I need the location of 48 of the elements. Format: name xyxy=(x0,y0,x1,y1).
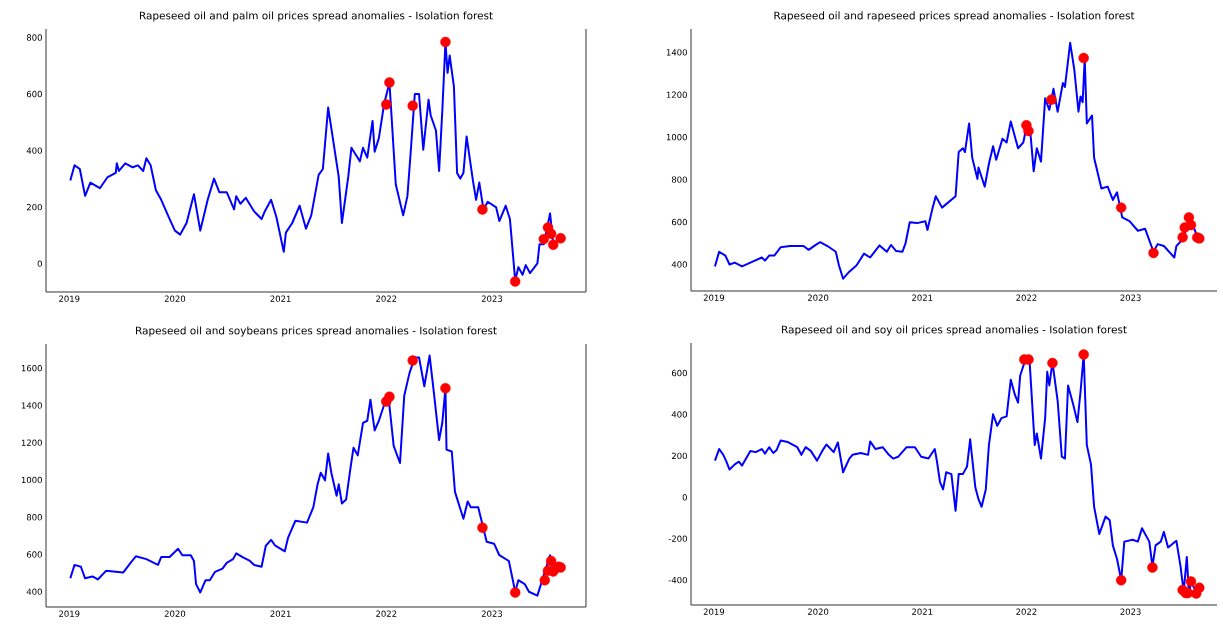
y-tick-label: 400 xyxy=(26,147,42,154)
x-tick-label: 2022 xyxy=(1016,294,1037,301)
x-tick-label: 2019 xyxy=(59,295,80,302)
x-tick-label: 2022 xyxy=(376,610,397,617)
y-tick-label: 600 xyxy=(26,551,42,558)
chart-title: Rapeseed oil and palm oil prices spread anomalies - Isolation forest xyxy=(140,11,493,22)
y-tick-label: 200 xyxy=(671,452,687,460)
x-tick-label: 2020 xyxy=(164,610,186,617)
y-tick-label: 600 xyxy=(26,90,42,98)
y-tick-label: -200 xyxy=(668,535,687,542)
x-tick-label: 2019 xyxy=(703,294,725,301)
y-tick-label: 1000 xyxy=(666,133,687,141)
y-tick-label: 0 xyxy=(37,260,42,267)
chart-title: Rapeseed oil and rapeseed prices spread anomalies - Isolation forest xyxy=(774,11,1135,22)
y-tick-label: 1200 xyxy=(666,91,687,98)
y-tick-label: 600 xyxy=(671,369,687,377)
x-tick-label: 2021 xyxy=(270,610,291,617)
y-tick-label: 1600 xyxy=(21,365,42,372)
y-tick-label: 400 xyxy=(26,588,42,595)
y-tick-label: 1000 xyxy=(21,476,42,484)
y-tick-label: 600 xyxy=(671,218,687,226)
x-tick-label: 2020 xyxy=(807,294,829,301)
x-tick-label: 2020 xyxy=(807,608,829,615)
x-tick-label: 2022 xyxy=(376,295,397,302)
x-tick-label: 2023 xyxy=(1120,608,1141,615)
y-tick-label: 1400 xyxy=(666,49,687,56)
x-tick-label: 2023 xyxy=(1120,294,1141,301)
chart-title: Rapeseed oil and soy oil prices spread anomalies - Isolation forest xyxy=(782,325,1127,336)
y-tick-label: 1200 xyxy=(21,439,42,446)
x-tick-label: 2023 xyxy=(481,610,503,617)
y-tick-label: 400 xyxy=(671,411,687,418)
y-tick-label: 200 xyxy=(26,203,42,211)
x-tick-label: 2021 xyxy=(270,295,291,302)
y-tick-label: 400 xyxy=(671,261,687,268)
y-tick-label: -400 xyxy=(668,576,687,584)
chart-title: Rapeseed oil and soybeans prices spread anomalies - Isolation forest xyxy=(136,326,497,337)
y-tick-label: 1400 xyxy=(21,402,42,409)
x-tick-label: 2019 xyxy=(59,610,80,617)
x-tick-label: 2021 xyxy=(912,608,933,615)
y-tick-label: 800 xyxy=(671,176,687,183)
y-tick-label: 800 xyxy=(26,514,42,521)
x-tick-label: 2021 xyxy=(912,294,933,301)
x-tick-label: 2023 xyxy=(481,295,503,302)
y-tick-label: 800 xyxy=(26,34,42,41)
y-tick-label: 0 xyxy=(682,494,687,501)
x-tick-label: 2020 xyxy=(164,295,186,302)
x-tick-label: 2022 xyxy=(1016,608,1037,615)
x-tick-label: 2019 xyxy=(703,608,725,615)
